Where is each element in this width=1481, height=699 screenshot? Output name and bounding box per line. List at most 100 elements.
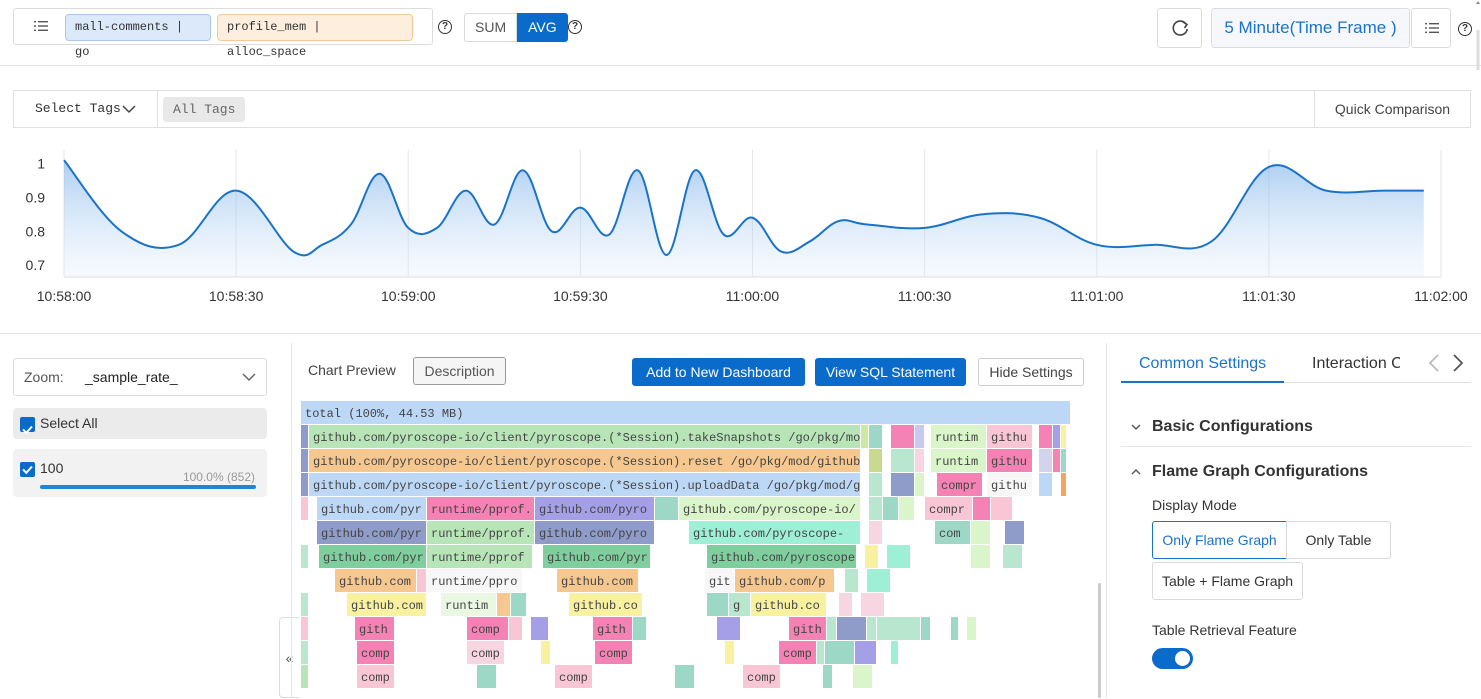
- all-tags-chip[interactable]: All Tags: [163, 97, 246, 122]
- basic-configurations-section[interactable]: Basic Configurations: [1121, 407, 1471, 447]
- flame-frame[interactable]: [717, 617, 740, 640]
- mode-only-table[interactable]: Only Table: [1286, 521, 1391, 559]
- flame-frame[interactable]: [309, 449, 860, 472]
- flame-frame[interactable]: [931, 425, 986, 448]
- filter-item[interactable]: 100 100.0% (852): [13, 449, 267, 497]
- flame-frame[interactable]: [1039, 449, 1052, 472]
- flame-frame[interactable]: [1053, 425, 1060, 448]
- table-retrieval-toggle[interactable]: [1152, 648, 1193, 669]
- flame-frame[interactable]: [301, 449, 308, 472]
- flame-frame[interactable]: [869, 449, 882, 472]
- flame-graph-svg[interactable]: total (100%, 44.53 MB) github.com/pyrosco…: [301, 401, 1073, 698]
- flame-frame[interactable]: [555, 665, 592, 688]
- flame-frame[interactable]: [1061, 449, 1066, 472]
- page-scrollbar[interactable]: [1475, 0, 1481, 698]
- flame-frame[interactable]: [1061, 473, 1066, 496]
- flame-frame[interactable]: [1061, 425, 1066, 448]
- select-tags-dropdown[interactable]: Select Tags: [14, 91, 158, 127]
- flame-frame[interactable]: [899, 497, 914, 520]
- flame-frame[interactable]: [751, 593, 826, 616]
- tab-interaction-configurations[interactable]: Interaction Configurations: [1312, 355, 1400, 372]
- hide-settings-button[interactable]: Hide Settings: [978, 358, 1084, 386]
- flame-frame[interactable]: [301, 641, 308, 664]
- flame-graph[interactable]: total (100%, 44.53 MB) github.com/pyrosco…: [301, 401, 1073, 698]
- flame-frame[interactable]: [309, 473, 860, 496]
- flame-frame[interactable]: [987, 449, 1032, 472]
- flame-frame[interactable]: [987, 473, 1032, 496]
- flame-frame[interactable]: [877, 617, 920, 640]
- flame-frame[interactable]: [869, 521, 882, 544]
- page-help-icon[interactable]: ?: [1458, 22, 1472, 36]
- flame-frame[interactable]: [317, 497, 426, 520]
- flame-frame[interactable]: [689, 521, 860, 544]
- list-view-button[interactable]: [1411, 8, 1451, 48]
- flame-frame[interactable]: [301, 545, 308, 568]
- flame-frame[interactable]: [569, 593, 642, 616]
- flame-frame[interactable]: [301, 401, 1070, 424]
- flame-frame[interactable]: [869, 497, 882, 520]
- flame-frame[interactable]: [467, 617, 508, 640]
- profile-type-tag[interactable]: profile_mem | alloc_space: [217, 14, 413, 59]
- flame-frame[interactable]: [511, 593, 526, 616]
- flame-frame[interactable]: [971, 545, 990, 568]
- flame-frame[interactable]: [477, 665, 496, 688]
- flame-frame[interactable]: [301, 665, 308, 688]
- menu-icon[interactable]: [34, 20, 48, 32]
- flame-frame[interactable]: [535, 497, 654, 520]
- flame-frame[interactable]: [853, 665, 872, 688]
- avg-button[interactable]: AVG: [517, 13, 568, 42]
- flame-frame[interactable]: [679, 497, 860, 520]
- flame-frame[interactable]: [867, 569, 890, 592]
- flame-frame[interactable]: [301, 617, 308, 640]
- flame-frame[interactable]: [823, 665, 832, 688]
- flame-frame[interactable]: [707, 593, 728, 616]
- timeline-chart[interactable]: 10:58:00 10:58:30 10:59:00 10:59:30 11:00:00…: [0, 140, 1481, 330]
- flame-frame[interactable]: [861, 425, 868, 448]
- view-sql-button[interactable]: View SQL Statement: [815, 358, 966, 386]
- flame-frame[interactable]: [301, 593, 308, 616]
- flame-frame[interactable]: [357, 641, 394, 664]
- flame-frame[interactable]: [839, 593, 852, 616]
- flame-frame[interactable]: [675, 665, 694, 688]
- flame-frame[interactable]: [883, 497, 898, 520]
- tab-common-settings[interactable]: Common Settings: [1121, 343, 1285, 383]
- vertical-scrollbar[interactable]: [1098, 583, 1101, 698]
- flame-frame[interactable]: [891, 641, 898, 664]
- flame-frame[interactable]: [935, 521, 970, 544]
- flame-frame[interactable]: [827, 617, 836, 640]
- flame-frame[interactable]: [855, 641, 876, 664]
- flame-frame[interactable]: [1053, 449, 1060, 472]
- flame-frame[interactable]: [301, 425, 308, 448]
- aggregation-help-icon[interactable]: ?: [568, 20, 582, 34]
- flame-frame[interactable]: [915, 473, 924, 496]
- flame-frame[interactable]: [845, 569, 858, 592]
- flame-frame[interactable]: [655, 497, 678, 520]
- flame-frame[interactable]: [865, 545, 878, 568]
- chevron-right-icon[interactable]: [1451, 353, 1465, 373]
- flame-frame[interactable]: [541, 641, 550, 664]
- flame-frame[interactable]: [743, 665, 780, 688]
- flame-frame[interactable]: [467, 641, 504, 664]
- flame-frame[interactable]: [915, 449, 924, 472]
- help-icon[interactable]: ?: [438, 20, 452, 34]
- flame-frame[interactable]: [891, 449, 914, 472]
- flame-frame[interactable]: [535, 521, 654, 544]
- flame-frame[interactable]: [951, 617, 958, 640]
- chevron-left-icon[interactable]: [1427, 353, 1441, 373]
- flame-frame[interactable]: [1039, 473, 1052, 496]
- time-frame-selector[interactable]: 5 Minute(Time Frame ): [1211, 8, 1410, 48]
- flame-frame[interactable]: [427, 497, 534, 520]
- service-tag[interactable]: mall-comments | go: [65, 14, 211, 59]
- quick-comparison-button[interactable]: Quick Comparison: [1314, 91, 1470, 127]
- zoom-dropdown[interactable]: Zoom: _sample_rate_: [13, 358, 267, 396]
- mode-only-flame-graph[interactable]: Only Flame Graph: [1152, 521, 1287, 559]
- aggregation-toggle[interactable]: SUM AVG: [464, 13, 568, 42]
- flame-frame[interactable]: [869, 473, 882, 496]
- flame-frame[interactable]: [729, 593, 750, 616]
- query-box[interactable]: mall-comments | go profile_mem | alloc_s…: [13, 8, 433, 59]
- mode-table-and-flame-graph[interactable]: Table + Flame Graph: [1152, 562, 1303, 600]
- flame-frame[interactable]: [317, 521, 426, 544]
- flame-frame[interactable]: [725, 641, 734, 664]
- flame-frame[interactable]: [347, 593, 426, 616]
- flame-frame[interactable]: [417, 569, 426, 592]
